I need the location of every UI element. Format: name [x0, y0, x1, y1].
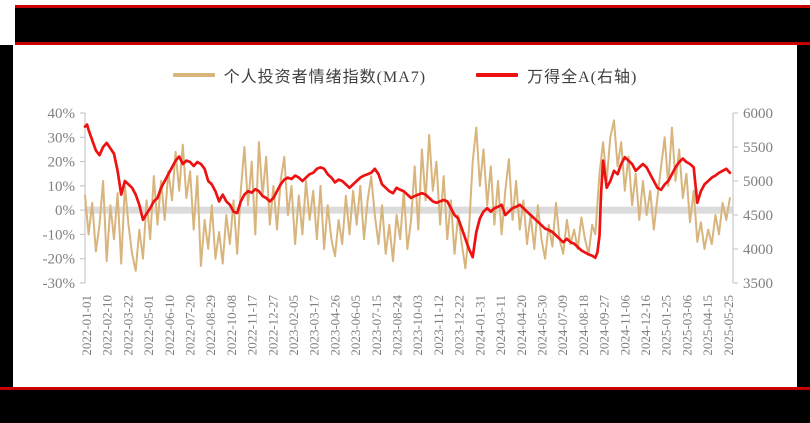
top-red-rule	[15, 5, 810, 8]
x-axis-tick-label: 2024-12-16	[638, 295, 653, 356]
legend: 个人投资者情绪指数(MA7) 万得全A(右轴)	[13, 63, 797, 87]
x-axis-tick-label: 2023-10-03	[410, 295, 425, 356]
x-axis-tick-label: 2022-10-08	[224, 295, 239, 356]
x-axis-tick-label: 2025-05-25	[721, 295, 736, 356]
left-axis-tick-label: 0%	[55, 203, 75, 219]
x-axis-tick-label: 2023-07-15	[369, 295, 384, 356]
x-axis-tick-label: 2024-05-30	[534, 295, 549, 356]
legend-item-index: 万得全A(右轴)	[476, 63, 637, 87]
x-axis-tick-label: 2023-06-05	[348, 295, 363, 356]
x-axis-tick-label: 2024-07-09	[555, 295, 570, 356]
left-axis-tick-label: 20%	[48, 155, 76, 171]
x-axis-tick-label: 2022-05-01	[141, 295, 156, 356]
x-axis-tick-label: 2024-01-31	[472, 295, 487, 356]
legend-label-index: 万得全A(右轴)	[527, 69, 638, 86]
index-line-swatch	[476, 73, 519, 77]
x-axis-tick-label: 2023-02-05	[286, 295, 301, 356]
x-axis-tick-label: 2022-12-27	[265, 295, 280, 356]
left-axis-tick-label: -10%	[43, 227, 76, 243]
chart-svg: 40% 30% 20% 10% 0% -10% -20% -30% 6000 5500 5000 45…	[43, 106, 774, 356]
x-axis-tick-label: 2022-01-01	[79, 295, 94, 356]
x-axis-tick-label: 2022-08-29	[203, 295, 218, 356]
left-axis-tick-label: 10%	[48, 179, 76, 195]
x-axis-tick-label: 2024-08-18	[576, 295, 591, 356]
top-margin-strip	[0, 0, 810, 5]
zero-line-band	[85, 206, 733, 214]
x-axis-tick-label: 2023-11-12	[431, 295, 446, 355]
legend-item-sentiment: 个人投资者情绪指数(MA7)	[172, 63, 427, 87]
left-axis-tick-label: 40%	[48, 106, 76, 122]
x-axis-tick-label: 2022-06-10	[162, 295, 177, 356]
x-axis-tick-label: 2022-02-10	[100, 295, 115, 356]
sentiment-line-swatch	[172, 73, 215, 77]
x-axis-tick-label: 2025-04-15	[700, 295, 715, 356]
right-axis-tick-label: 6000	[743, 106, 773, 122]
x-axis-tick-label: 2024-03-11	[493, 295, 508, 355]
x-axis-tick-label: 2024-04-20	[514, 295, 529, 356]
right-axis-tick-label: 4000	[743, 242, 773, 258]
x-axis-tick-label: 2023-08-24	[390, 295, 405, 356]
x-axis-tick-label: 2025-01-25	[659, 295, 674, 356]
top-left-notch	[0, 5, 15, 45]
bottom-red-rule	[0, 387, 810, 390]
x-axis-tick-label: 2023-04-26	[327, 295, 342, 356]
x-axis-tick-label: 2022-03-22	[120, 295, 135, 356]
right-axis-tick-label: 5000	[743, 174, 773, 190]
left-axis-tick-label: -20%	[43, 252, 76, 268]
x-axis-tick-label: 2023-03-17	[307, 295, 322, 356]
chart-panel: 40% 30% 20% 10% 0% -10% -20% -30% 6000 5500 5000 45…	[13, 45, 797, 388]
x-axis-tick-label: 2024-09-27	[597, 295, 612, 356]
left-axis-tick-label: -30%	[43, 276, 76, 292]
right-axis-tick-label: 4500	[743, 208, 773, 224]
x-axis-tick-label: 2022-11-17	[245, 295, 260, 356]
x-axis-tick-label: 2024-11-06	[617, 295, 632, 356]
sentiment-line	[84, 119, 731, 272]
index-line	[83, 123, 732, 260]
x-axis-tick-label: 2022-07-20	[183, 295, 198, 356]
x-axis-tick-label: 2025-03-06	[679, 295, 694, 356]
x-axis-tick-label: 2023-12-22	[452, 295, 467, 356]
header-bottom-red-rule	[15, 42, 810, 45]
right-axis-tick-label: 3500	[743, 276, 773, 292]
right-axis-tick-label: 5500	[743, 140, 773, 156]
legend-label-sentiment: 个人投资者情绪指数(MA7)	[223, 69, 427, 86]
left-axis-tick-label: 30%	[48, 130, 76, 146]
